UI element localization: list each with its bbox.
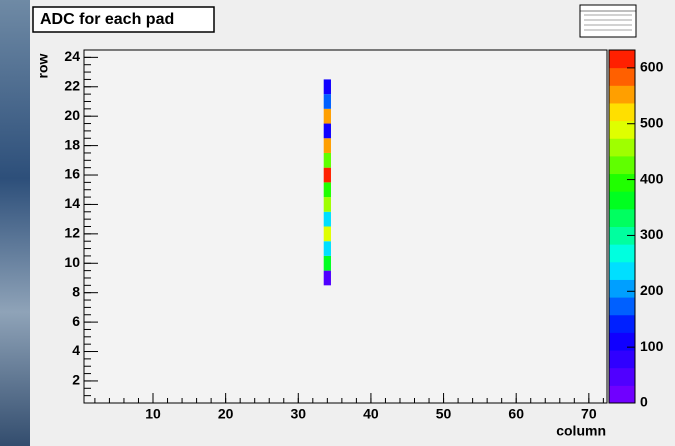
heatmap-cell (323, 197, 331, 212)
colorbar-band (609, 297, 635, 316)
colorbar-band (609, 244, 635, 263)
colorbar-band (609, 191, 635, 210)
heatmap-cell (323, 226, 331, 242)
colorbar-band (609, 173, 635, 192)
x-tick-label: 70 (581, 406, 597, 422)
colorbar-band (609, 155, 635, 175)
colorbar-band (609, 138, 635, 157)
z-tick-label: 400 (640, 170, 664, 186)
colorbar-band (609, 208, 635, 227)
y-tick-label: 24 (64, 48, 80, 64)
x-tick-label: 10 (145, 406, 161, 422)
heatmap-cell (323, 167, 331, 183)
z-tick-label: 500 (640, 114, 664, 130)
y-tick-label: 22 (64, 77, 80, 93)
colorbar-band (609, 279, 635, 298)
colorbar-band (609, 385, 635, 404)
heatmap-cell (323, 241, 331, 256)
colorbar-band (609, 332, 635, 351)
x-axis-label: column (556, 423, 606, 439)
heatmap-cell (323, 211, 331, 227)
z-tick-label: 300 (640, 226, 664, 242)
y-tick-label: 18 (64, 136, 80, 152)
y-tick-label: 2 (72, 372, 80, 388)
z-tick-label: 100 (640, 338, 664, 354)
chart-title: ADC for each pad (40, 11, 174, 28)
desktop-background (0, 0, 30, 446)
y-axis-label: row (35, 53, 51, 78)
y-tick-label: 4 (72, 342, 80, 358)
colorbar-band (609, 50, 635, 69)
y-tick-label: 14 (64, 195, 80, 211)
z-tick-label: 200 (640, 282, 664, 298)
heatmap-cell (323, 108, 331, 124)
colorbar-band (609, 120, 635, 139)
colorbar-band (609, 102, 635, 122)
x-tick-label: 30 (290, 406, 306, 422)
title-box (32, 6, 215, 33)
y-tick-label: 10 (64, 254, 80, 270)
y-tick-label: 12 (64, 225, 80, 241)
x-tick-label: 40 (363, 406, 379, 422)
x-tick-label: 60 (508, 406, 524, 422)
heatmap-cell (323, 270, 331, 286)
colorbar-band (609, 261, 635, 280)
plot-frame (83, 49, 608, 404)
colorbar-band (609, 85, 635, 104)
colorbar-band (609, 226, 635, 245)
heatmap-cell (323, 152, 331, 168)
colorbar-frame (608, 49, 636, 404)
colorbar-band (609, 67, 635, 86)
heatmap-cell (323, 182, 331, 198)
y-tick-label: 6 (72, 313, 80, 329)
z-tick-label: 600 (640, 59, 664, 75)
heatmap-cell (323, 255, 331, 271)
heatmap-cell (323, 138, 331, 153)
heatmap-cell (323, 94, 331, 109)
heatmap-cell (323, 79, 331, 95)
colorbar-band (609, 367, 635, 386)
colorbar-band (609, 350, 635, 369)
stats-box (579, 4, 637, 38)
heatmap-cell (323, 123, 331, 139)
y-tick-label: 8 (72, 283, 80, 299)
x-tick-label: 20 (218, 406, 234, 422)
x-tick-label: 50 (436, 406, 452, 422)
y-tick-label: 16 (64, 166, 80, 182)
z-tick-label: 0 (640, 394, 648, 410)
y-tick-label: 20 (64, 107, 80, 123)
colorbar-band (609, 314, 635, 333)
